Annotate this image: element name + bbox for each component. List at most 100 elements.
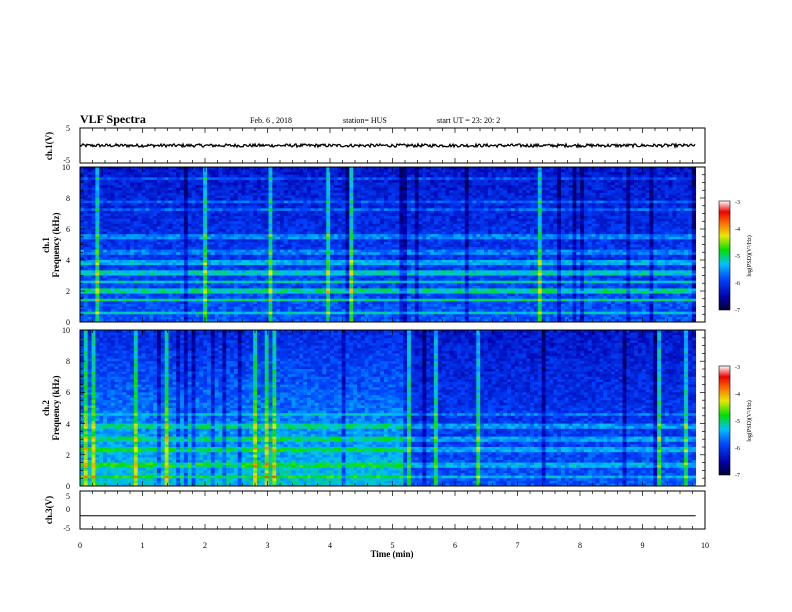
spectrogram-cell bbox=[172, 185, 177, 189]
spectrogram-cell bbox=[507, 231, 512, 235]
spectrogram-cell bbox=[630, 234, 635, 238]
spectrogram-cell bbox=[287, 203, 293, 207]
spectrogram-cell bbox=[210, 179, 216, 183]
spectrogram-cell bbox=[276, 236, 281, 240]
spectrogram-cell bbox=[383, 239, 389, 243]
spectrogram-cell bbox=[534, 208, 539, 212]
spectrogram-cell bbox=[180, 210, 185, 214]
spectrogram-cell bbox=[495, 179, 500, 183]
spectrogram-cell bbox=[672, 210, 677, 214]
spectrogram-cell bbox=[149, 203, 154, 207]
spectrogram-cell bbox=[80, 231, 85, 235]
spectrogram-cell bbox=[206, 198, 212, 201]
spectrogram-cell bbox=[576, 208, 581, 212]
spectrogram-cell bbox=[545, 226, 550, 230]
spectrogram-cell bbox=[661, 185, 666, 189]
spectrogram-cell bbox=[345, 234, 350, 238]
spectrogram-cell bbox=[653, 172, 658, 176]
spectrogram-cell bbox=[103, 198, 108, 201]
spectrogram-cell bbox=[649, 208, 654, 212]
spectrogram-cell bbox=[414, 174, 419, 178]
spectrogram-cell bbox=[549, 205, 554, 209]
spectrogram-cell bbox=[457, 241, 462, 245]
spectrogram-cell bbox=[295, 208, 300, 212]
spectrogram-cell bbox=[291, 192, 296, 196]
spectrogram-cell bbox=[180, 218, 185, 222]
spectrogram-cell bbox=[145, 236, 150, 240]
spectrogram-cell bbox=[153, 192, 158, 196]
spectrogram-cell bbox=[464, 203, 470, 207]
spectrogram-cell bbox=[549, 208, 554, 212]
spectrogram-cell bbox=[480, 216, 485, 220]
spectrogram-cell bbox=[87, 200, 92, 204]
spectrogram-cell bbox=[564, 177, 570, 181]
spectrogram-cell bbox=[310, 203, 316, 207]
spectrogram-cell bbox=[256, 210, 262, 214]
spectrogram-cell bbox=[226, 167, 231, 170]
spectrogram-cell bbox=[568, 169, 573, 173]
spectrogram-cell bbox=[514, 192, 520, 196]
spectrogram-cell bbox=[564, 187, 570, 191]
spectrogram-cell bbox=[503, 179, 508, 183]
spectrogram-cell bbox=[95, 195, 100, 199]
spectrogram-cell bbox=[407, 172, 412, 176]
spectrogram-cell bbox=[110, 179, 116, 183]
spectrogram-cell bbox=[453, 203, 458, 207]
spectrogram-cell bbox=[195, 234, 200, 238]
spectrogram-cell bbox=[268, 167, 273, 170]
spectrogram-cell bbox=[595, 192, 600, 196]
spectrogram-cell bbox=[256, 226, 262, 230]
spectrogram-cell bbox=[103, 174, 108, 178]
spectrogram-cell bbox=[649, 179, 654, 183]
spectrogram-cell bbox=[603, 241, 608, 245]
spectrogram-cell bbox=[87, 221, 92, 225]
spectrogram-cell bbox=[564, 216, 570, 220]
spectrogram-cell bbox=[491, 167, 496, 170]
spectrogram-cell bbox=[603, 177, 608, 181]
spectrogram-cell bbox=[507, 169, 512, 173]
spectrogram-cell bbox=[472, 223, 477, 227]
spectrogram-cell bbox=[657, 177, 662, 181]
spectrogram-cell bbox=[133, 234, 139, 238]
spectrogram-cell bbox=[353, 187, 358, 191]
spectrogram-cell bbox=[449, 192, 454, 196]
spectrogram-cell bbox=[414, 172, 419, 176]
spectrogram-cell bbox=[437, 198, 443, 201]
spectrogram-cell bbox=[99, 239, 104, 243]
spectrogram-cell bbox=[403, 185, 408, 189]
spectrogram-cell bbox=[472, 187, 477, 191]
spectrogram-cell bbox=[441, 200, 446, 204]
spectrogram-cell bbox=[141, 229, 146, 232]
spectrogram-cell bbox=[430, 239, 435, 243]
spectrogram-cell bbox=[253, 210, 258, 214]
spectrogram-cell bbox=[195, 190, 200, 194]
spectrogram-cell bbox=[372, 185, 377, 189]
spectrogram-cell bbox=[553, 177, 558, 181]
spectrogram-cell bbox=[453, 218, 458, 222]
spectrogram-cell bbox=[518, 200, 523, 204]
spectrogram-cell bbox=[614, 187, 620, 191]
spectrogram-cell bbox=[684, 177, 689, 181]
spectrogram-cell bbox=[553, 187, 558, 191]
spectrogram-cell bbox=[318, 190, 323, 194]
spectrogram-cell bbox=[572, 231, 577, 235]
spectrogram-cell bbox=[387, 226, 393, 230]
spectrogram-cell bbox=[480, 229, 485, 232]
spectrogram-cell bbox=[195, 221, 200, 225]
spectrogram-cell bbox=[449, 208, 454, 212]
spectrogram-cell bbox=[295, 203, 300, 207]
spectrogram-cell bbox=[395, 226, 400, 230]
spectrogram-cell bbox=[353, 203, 358, 207]
spectrogram-cell bbox=[349, 182, 354, 186]
spectrogram-cell bbox=[530, 213, 535, 217]
spectrogram-cell bbox=[310, 192, 316, 196]
spectrogram-cell bbox=[195, 216, 200, 220]
spectrogram-cell bbox=[476, 172, 481, 176]
spectrogram-cell bbox=[407, 185, 412, 189]
spectrogram-cell bbox=[145, 169, 150, 173]
spectrogram-cell bbox=[599, 234, 604, 238]
spectrogram-cell bbox=[530, 190, 535, 194]
spectrogram-cell bbox=[614, 208, 620, 212]
spectrogram-cell bbox=[480, 192, 485, 196]
spectrogram-cell bbox=[676, 203, 681, 207]
